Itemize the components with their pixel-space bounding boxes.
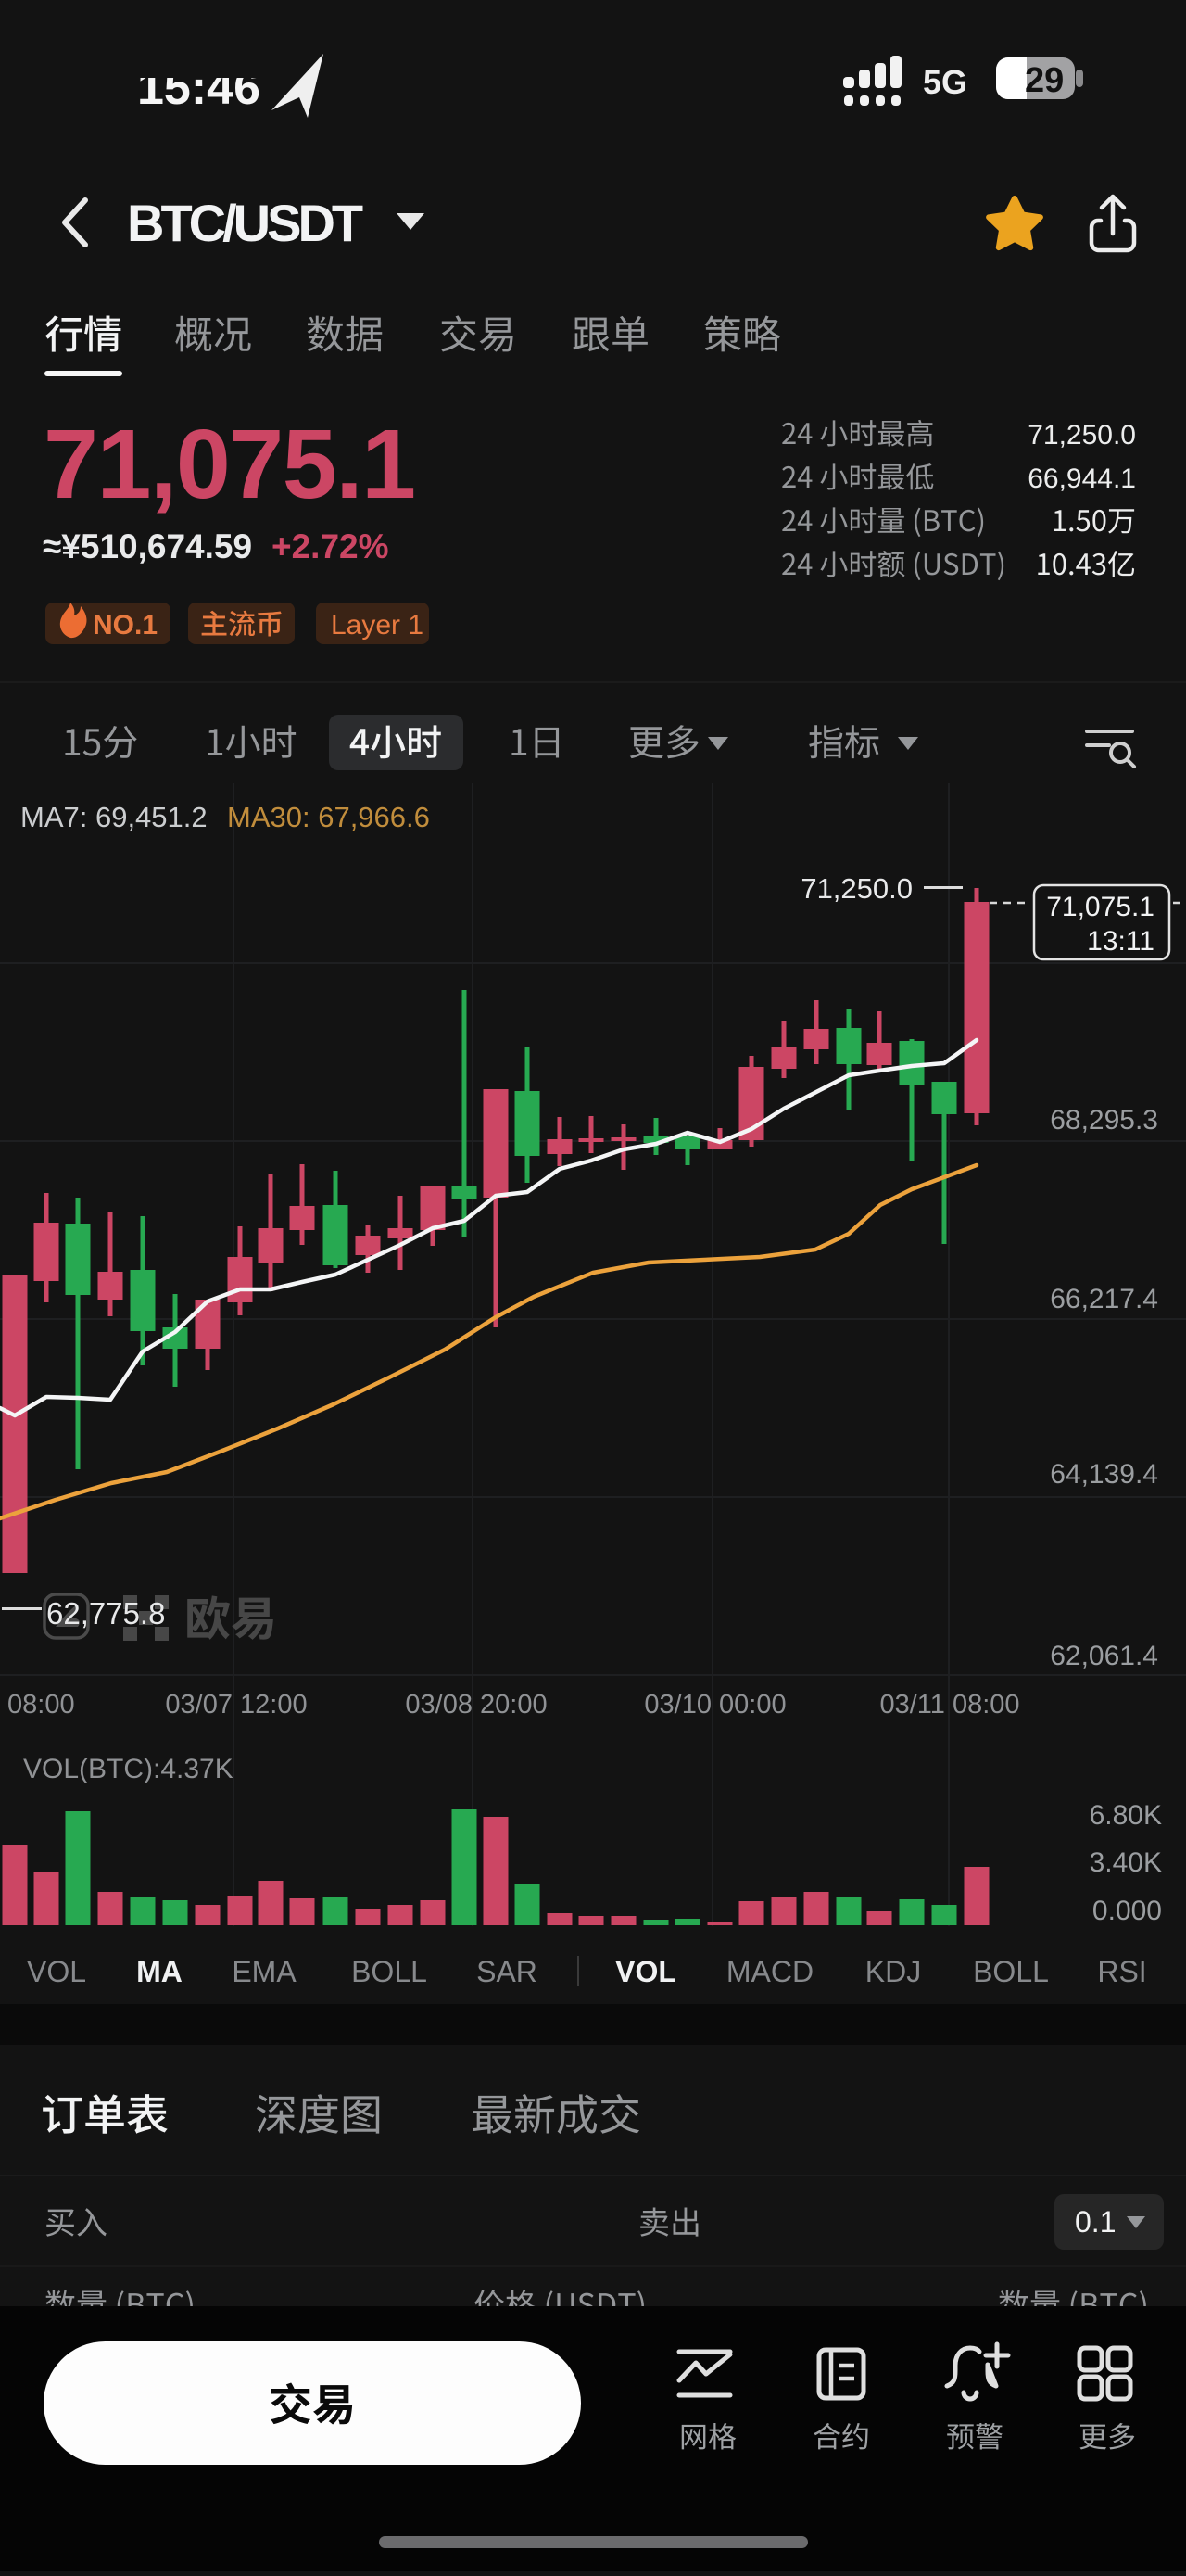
svg-text:MA: MA xyxy=(136,1955,183,1988)
svg-text:03/11 08:00: 03/11 08:00 xyxy=(879,1690,1019,1719)
svg-text:0.1: 0.1 xyxy=(1075,2205,1116,2239)
svg-text:EMA: EMA xyxy=(232,1955,296,1988)
svg-text:03/07 12:00: 03/07 12:00 xyxy=(165,1690,307,1719)
svg-text:BTC/USDT: BTC/USDT xyxy=(127,194,363,252)
svg-text:29: 29 xyxy=(1025,61,1064,100)
svg-text:6.80K: 6.80K xyxy=(1090,1800,1162,1831)
svg-text:VOL: VOL xyxy=(27,1955,86,1988)
svg-text:66,217.4: 66,217.4 xyxy=(1050,1284,1158,1314)
svg-text:RSI: RSI xyxy=(1097,1955,1146,1988)
svg-text:13:11: 13:11 xyxy=(1087,926,1154,957)
svg-text:SAR: SAR xyxy=(476,1955,537,1988)
svg-text:BOLL: BOLL xyxy=(973,1955,1049,1988)
svg-text:0.000: 0.000 xyxy=(1092,1896,1162,1926)
svg-text:71,075.1: 71,075.1 xyxy=(44,410,415,519)
svg-text:NO.1: NO.1 xyxy=(93,610,158,641)
svg-text:+2.72%: +2.72% xyxy=(271,527,389,565)
svg-text:64,139.4: 64,139.4 xyxy=(1050,1459,1158,1490)
svg-text:KDJ: KDJ xyxy=(865,1955,921,1988)
svg-text:66,944.1: 66,944.1 xyxy=(1028,463,1136,494)
svg-text:62,061.4: 62,061.4 xyxy=(1050,1641,1158,1671)
svg-text:03/08 20:00: 03/08 20:00 xyxy=(405,1690,547,1719)
svg-text:VOL: VOL xyxy=(615,1955,676,1988)
svg-text:62,775.8: 62,775.8 xyxy=(46,1596,165,1631)
svg-text:5G: 5G xyxy=(923,63,967,101)
svg-text:71,250.0: 71,250.0 xyxy=(1028,420,1136,450)
svg-text:71,075.1: 71,075.1 xyxy=(1046,892,1154,922)
svg-text:08:00: 08:00 xyxy=(7,1690,75,1719)
svg-text:VOL(BTC):4.37K: VOL(BTC):4.37K xyxy=(23,1754,233,1784)
svg-text:MA30: 67,966.6: MA30: 67,966.6 xyxy=(227,801,430,833)
svg-text:≈¥510,674.59: ≈¥510,674.59 xyxy=(43,527,252,565)
svg-text:BOLL: BOLL xyxy=(351,1955,427,1988)
svg-text:68,295.3: 68,295.3 xyxy=(1050,1105,1158,1136)
svg-text:MACD: MACD xyxy=(726,1955,814,1988)
svg-text:3.40K: 3.40K xyxy=(1090,1847,1162,1878)
svg-text:71,250.0: 71,250.0 xyxy=(801,872,913,905)
svg-text:Layer 1: Layer 1 xyxy=(331,610,423,641)
svg-text:03/10 00:00: 03/10 00:00 xyxy=(644,1690,786,1719)
svg-text:MA7: 69,451.2: MA7: 69,451.2 xyxy=(20,801,208,833)
